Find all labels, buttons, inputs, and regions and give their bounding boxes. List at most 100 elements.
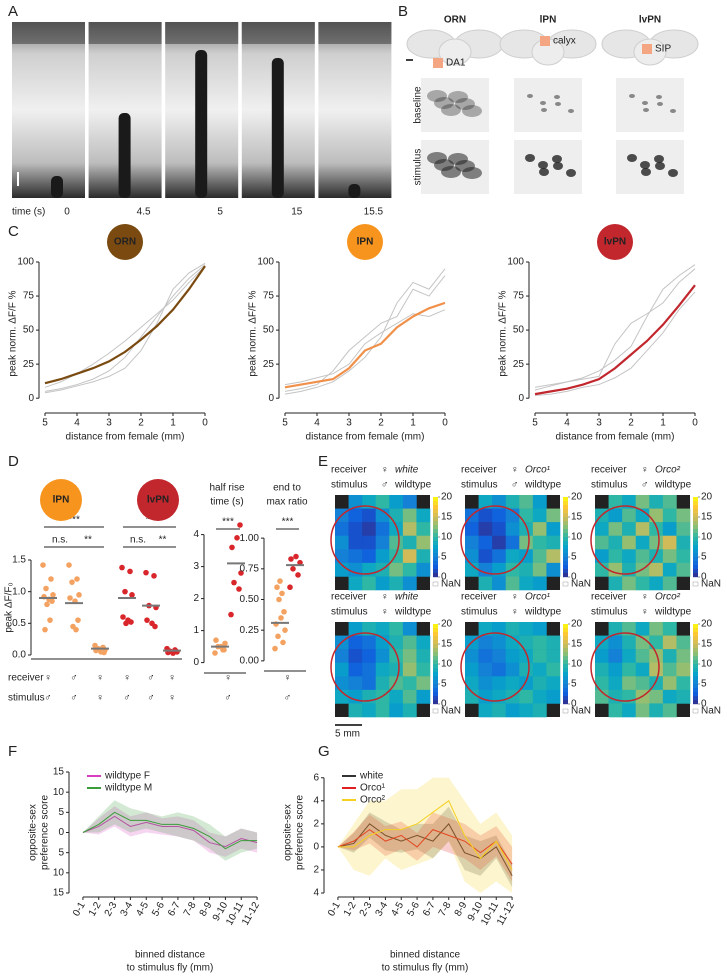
heat-cell <box>519 703 534 718</box>
series-line <box>284 301 446 389</box>
heat-cell <box>519 562 534 577</box>
colorbar <box>693 648 698 653</box>
nan-swatch <box>432 581 439 587</box>
colorbar <box>693 636 698 641</box>
heat-cell <box>622 649 637 664</box>
x-tick-label: 11-12 <box>240 900 262 927</box>
panel-label: A <box>8 3 18 20</box>
heat-cell <box>335 549 349 564</box>
colorbar <box>433 672 438 677</box>
x-tick-label: 3 <box>346 418 352 429</box>
heat-cell <box>492 662 507 677</box>
genotype: wildtype <box>394 607 432 618</box>
receiver-symbol: ♀ <box>511 592 519 603</box>
point <box>282 627 288 633</box>
colorbar-label: 10 <box>701 532 713 543</box>
series-line <box>82 815 258 848</box>
heat-cell <box>465 522 479 537</box>
colorbar <box>433 525 438 530</box>
stimulus-label: stimulus <box>331 607 368 618</box>
heat-cell <box>676 676 691 691</box>
heat-cell <box>676 689 691 704</box>
colorbar <box>433 688 438 693</box>
group-title: lPN <box>53 495 70 506</box>
colorbar <box>433 660 438 665</box>
x-tick-label: 3-4 <box>119 900 136 918</box>
heat-cell <box>478 576 493 591</box>
heat-cell <box>662 662 677 677</box>
colorbar-label: 20 <box>701 492 713 503</box>
receiver-symbol: ♂ <box>70 673 78 684</box>
time-axis-label: time (s) <box>12 207 45 218</box>
heat-cell <box>595 676 609 691</box>
colorbar <box>433 537 438 542</box>
colorbar-label: 5 <box>571 679 577 690</box>
colorbar <box>563 561 568 566</box>
heat-cell <box>676 508 691 523</box>
heat-cell <box>532 522 547 537</box>
colorbar <box>563 545 568 550</box>
heat-cell <box>402 562 417 577</box>
heat-cell <box>622 635 637 650</box>
x-tick-label: 0-1 <box>71 900 88 918</box>
heat-cell <box>519 622 534 636</box>
x-axis-label: binned distance <box>135 950 205 961</box>
colorbar <box>433 529 438 534</box>
heat-cell <box>402 549 417 564</box>
point <box>42 626 48 633</box>
colorbar <box>693 569 698 574</box>
heat-cell <box>348 522 363 537</box>
heat-cell <box>348 649 363 664</box>
heat-cell <box>662 508 677 523</box>
y-tick-label: 0.25 <box>240 625 260 636</box>
colorbar-label: 10 <box>571 659 583 670</box>
colorbar <box>563 557 568 562</box>
point <box>228 611 234 618</box>
heat-cell <box>402 689 417 704</box>
heat-cell <box>649 703 664 718</box>
genotype: Orco² <box>655 465 681 476</box>
series-line <box>44 265 206 388</box>
heat-cell <box>389 649 404 664</box>
region-label: calyx <box>553 36 576 47</box>
heat-cell <box>676 549 691 564</box>
heat-cell <box>465 535 479 550</box>
point <box>212 650 218 656</box>
series-line <box>284 309 446 386</box>
time-label: 4.5 <box>137 207 151 218</box>
legend-label: white <box>359 771 384 782</box>
heat-cell <box>416 635 431 650</box>
y-tick-label: 5 <box>58 807 64 818</box>
colorbar <box>433 573 438 578</box>
genotype: wildtype <box>524 607 562 618</box>
heat-cell <box>375 662 390 677</box>
heat-cell <box>362 676 377 691</box>
heat-cell <box>492 576 507 591</box>
y-tick-label: 25 <box>263 359 275 370</box>
colorbar <box>563 656 568 661</box>
significance: ** <box>84 535 92 546</box>
colorbar <box>693 521 698 526</box>
y-tick-label: 4 <box>313 795 319 806</box>
heat-cell <box>478 622 493 636</box>
y-tick-label: 10 <box>53 787 65 798</box>
heat-cell <box>402 703 417 718</box>
heat-cell <box>662 495 677 509</box>
colorbar <box>563 632 568 637</box>
colorbar-label: 5 <box>701 679 707 690</box>
group-badge <box>137 479 179 521</box>
signal <box>527 94 533 98</box>
heat-cell <box>416 508 431 523</box>
x-axis-label: to stimulus fly (mm) <box>127 963 214 974</box>
colorbar <box>693 557 698 562</box>
significance: ** <box>159 535 167 546</box>
stimulus-symbol: ♂ <box>511 480 519 491</box>
title-badge <box>597 224 633 260</box>
colorbar <box>433 513 438 518</box>
heat-cell <box>505 703 520 718</box>
x-tick-label: 3 <box>596 418 602 429</box>
heat-cell <box>375 576 390 591</box>
y-tick-label: 0 <box>518 393 524 404</box>
series-line <box>337 829 513 865</box>
